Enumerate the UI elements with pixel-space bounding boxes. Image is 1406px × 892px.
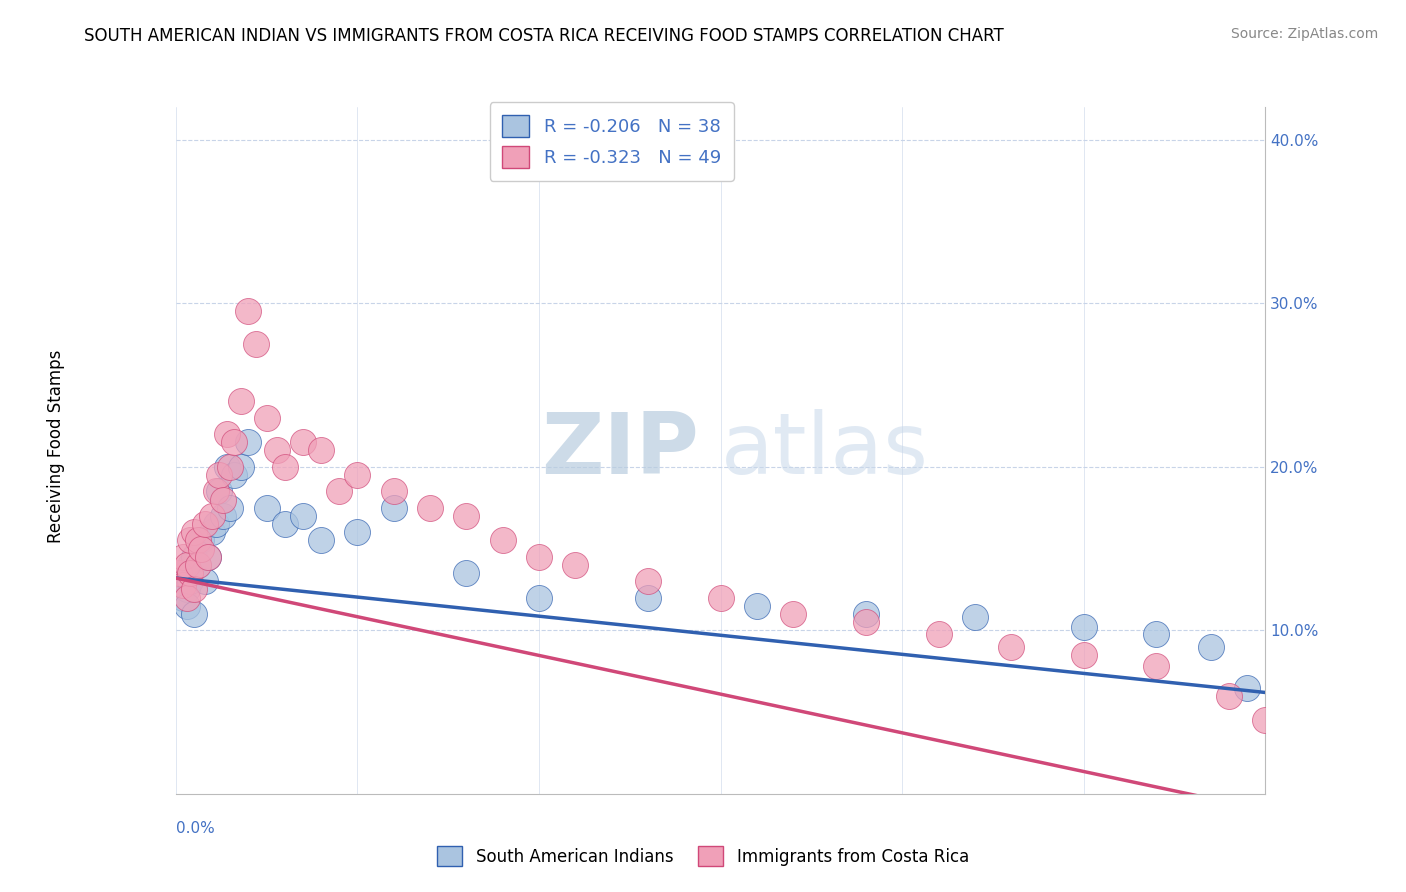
Point [222,467,245,482]
Point [212,492,235,507]
Point [492,533,515,548]
Point [855,607,877,621]
Point [564,558,586,572]
Point [527,549,550,564]
Point [183,607,205,621]
Point [208,467,231,482]
Point [256,410,278,425]
Point [172,577,194,591]
Point [245,337,267,351]
Point [346,525,368,540]
Point [201,508,224,523]
Point [169,574,191,589]
Point [928,626,950,640]
Point [172,591,194,605]
Point [745,599,768,613]
Point [309,533,332,548]
Point [219,500,242,515]
Point [782,607,804,621]
Point [190,541,212,556]
Point [222,435,245,450]
Point [183,525,205,540]
Point [456,508,478,523]
Point [215,459,238,474]
Point [176,599,198,613]
Point [637,574,659,589]
Point [1291,730,1313,744]
Point [183,582,205,597]
Text: Receiving Food Stamps: Receiving Food Stamps [48,350,65,542]
Point [1218,689,1240,703]
Point [1073,620,1095,634]
Point [176,558,198,572]
Point [710,591,733,605]
Point [179,574,201,589]
Point [291,508,314,523]
Point [637,591,659,605]
Point [176,591,198,605]
Text: 0.0%: 0.0% [176,822,215,837]
Point [1146,626,1168,640]
Point [212,508,235,523]
Point [197,549,219,564]
Point [186,533,209,548]
Point [1254,714,1277,728]
Text: ZIP: ZIP [541,409,699,492]
Point [172,566,194,580]
Text: SOUTH AMERICAN INDIAN VS IMMIGRANTS FROM COSTA RICA RECEIVING FOOD STAMPS CORREL: SOUTH AMERICAN INDIAN VS IMMIGRANTS FROM… [84,27,1004,45]
Point [186,558,209,572]
Point [266,443,288,458]
Point [1000,640,1022,654]
Point [219,459,242,474]
Point [179,566,201,580]
Point [382,484,405,499]
Point [231,394,253,409]
Point [291,435,314,450]
Point [274,516,297,531]
Point [1236,681,1258,695]
Point [183,549,205,564]
Point [179,558,201,572]
Point [855,615,877,630]
Point [197,549,219,564]
Point [419,500,441,515]
Point [179,533,201,548]
Point [238,435,260,450]
Point [346,467,368,482]
Point [172,549,194,564]
Point [194,574,217,589]
Point [382,500,405,515]
Point [231,459,253,474]
Text: Source: ZipAtlas.com: Source: ZipAtlas.com [1230,27,1378,41]
Point [527,591,550,605]
Point [456,566,478,580]
Point [274,459,297,474]
Point [328,484,350,499]
Legend: South American Indians, Immigrants from Costa Rica: South American Indians, Immigrants from … [429,838,977,875]
Point [309,443,332,458]
Point [169,566,191,580]
Legend: R = -0.206   N = 38, R = -0.323   N = 49: R = -0.206 N = 38, R = -0.323 N = 49 [489,103,734,181]
Point [204,484,226,499]
Point [1146,659,1168,673]
Point [1199,640,1222,654]
Point [204,516,226,531]
Point [190,533,212,548]
Point [194,516,217,531]
Point [238,304,260,318]
Point [208,484,231,499]
Text: atlas: atlas [721,409,928,492]
Point [215,427,238,442]
Point [1309,738,1331,752]
Point [256,500,278,515]
Point [963,610,986,624]
Point [176,582,198,597]
Point [186,558,209,572]
Point [1073,648,1095,662]
Point [201,525,224,540]
